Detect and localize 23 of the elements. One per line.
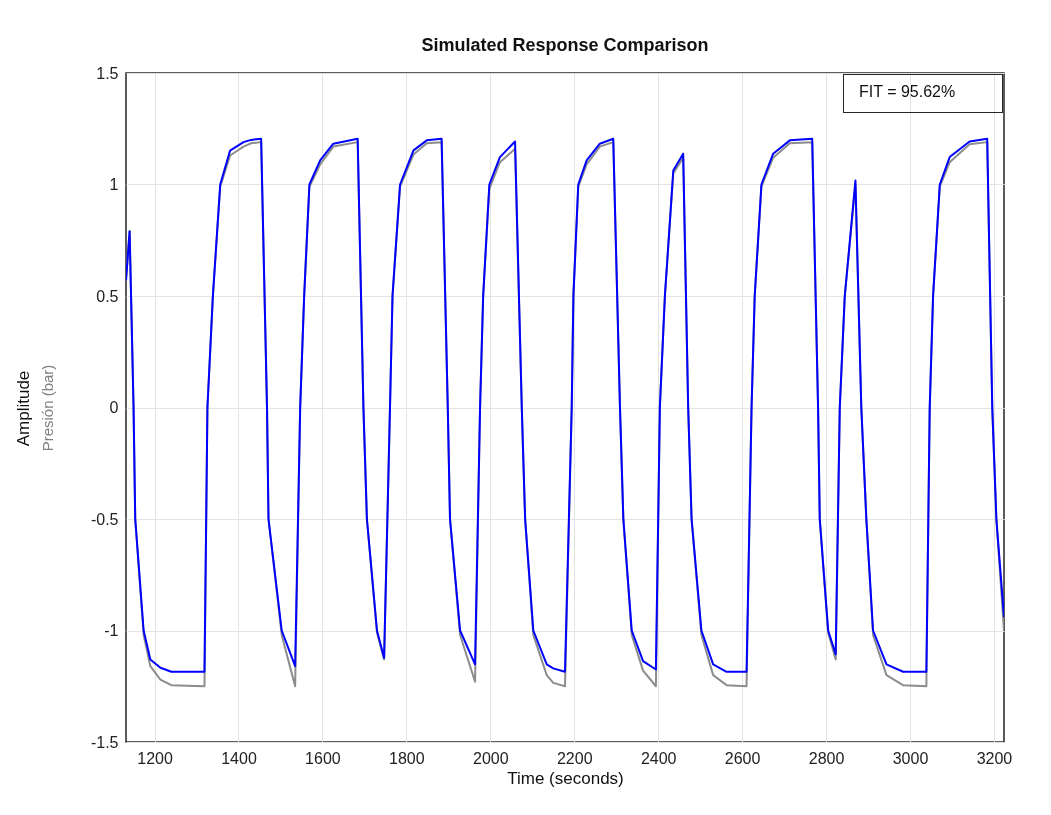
x-tick-label: 2600 [724,749,761,767]
x-tick-label: 3000 [892,749,929,767]
y-tick-label: -1 [104,622,119,639]
y-tick-label: -1.5 [90,733,119,751]
y-tick-label: 1.5 [96,64,119,82]
x-tick-label: 1200 [137,749,173,767]
y-tick-label: 0 [109,399,119,416]
y-axis-title: Amplitude [13,370,33,447]
x-tick-label: 1400 [221,749,257,767]
y-tick-label: 0.5 [96,287,119,305]
y-tick-label: 1 [109,176,119,193]
x-tick-label: 2800 [808,749,845,767]
x-axis-title: Time (seconds) [507,768,624,788]
x-tick-label: 1600 [305,749,341,767]
x-tick-label: 1800 [389,749,425,767]
x-tick-label: 3200 [976,749,1013,767]
text: Presión (bar) [39,364,56,452]
annotation: FIT = 95.62% [859,83,956,101]
x-tick-label: 2200 [556,749,593,767]
x-tick-label: 2400 [640,749,677,767]
y-tick-label: -0.5 [90,510,119,528]
x-tick-label: 2000 [473,749,509,767]
chart-title: Simulated Response Comparison [421,35,709,55]
